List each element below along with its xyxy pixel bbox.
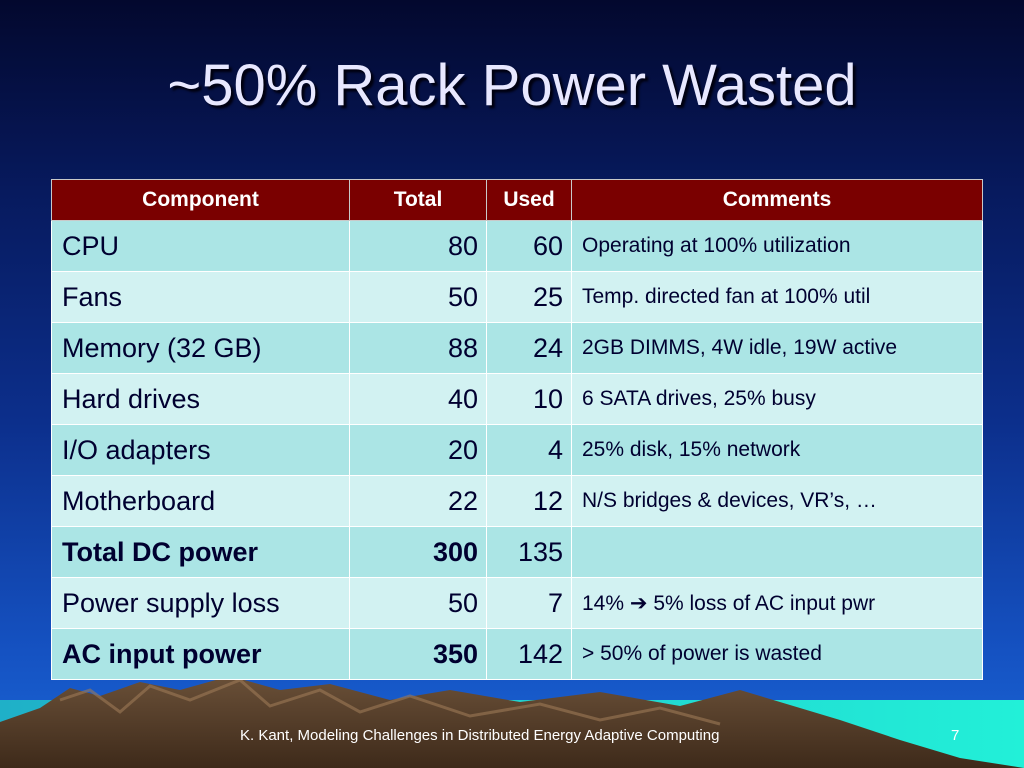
cell-comment: N/S bridges & devices, VR’s, …: [571, 475, 983, 527]
cell-total: 80: [349, 220, 487, 272]
table-row: I/O adapters 20 4 25% disk, 15% network: [51, 424, 983, 476]
cell-used: 25: [486, 271, 572, 323]
table-row: Total DC power 300 135: [51, 526, 983, 578]
column-header-total: Total: [349, 179, 487, 221]
column-header-comments: Comments: [571, 179, 983, 221]
cell-comment: > 50% of power is wasted: [571, 628, 983, 680]
cell-component: Memory (32 GB): [51, 322, 350, 374]
cell-used: 135: [486, 526, 572, 578]
cell-comment: [571, 526, 983, 578]
cell-comment: 2GB DIMMS, 4W idle, 19W active: [571, 322, 983, 374]
cell-comment: Temp. directed fan at 100% util: [571, 271, 983, 323]
power-table: Component Total Used Comments CPU 80 60 …: [51, 179, 983, 680]
mountain-range: [0, 676, 1024, 768]
table-row: Motherboard 22 12 N/S bridges & devices,…: [51, 475, 983, 527]
right-arrow-icon: ➔: [629, 591, 648, 615]
cell-used: 10: [486, 373, 572, 425]
cell-component: I/O adapters: [51, 424, 350, 476]
column-header-used: Used: [486, 179, 572, 221]
cell-total: 20: [349, 424, 487, 476]
cell-comment: 14% ➔ 5% loss of AC input pwr: [571, 577, 983, 629]
table-row: CPU 80 60 Operating at 100% utilization: [51, 220, 983, 272]
table-row: Hard drives 40 10 6 SATA drives, 25% bus…: [51, 373, 983, 425]
cell-total: 22: [349, 475, 487, 527]
table-row: Fans 50 25 Temp. directed fan at 100% ut…: [51, 271, 983, 323]
footer-citation: K. Kant, Modeling Challenges in Distribu…: [240, 727, 720, 744]
comment-suffix: 5% loss of AC input pwr: [653, 591, 876, 615]
cell-used: 7: [486, 577, 572, 629]
cell-used: 24: [486, 322, 572, 374]
cell-total: 50: [349, 271, 487, 323]
cell-component: Motherboard: [51, 475, 350, 527]
cell-comment: 6 SATA drives, 25% busy: [571, 373, 983, 425]
mountain-highlight: [59, 678, 721, 726]
cell-used: 142: [486, 628, 572, 680]
table-row: Power supply loss 50 7 14% ➔ 5% loss of …: [51, 577, 983, 629]
cell-used: 4: [486, 424, 572, 476]
comment-prefix: 14%: [582, 591, 625, 615]
page-number: 7: [951, 727, 960, 744]
cell-component: Hard drives: [51, 373, 350, 425]
cell-total: 40: [349, 373, 487, 425]
column-header-component: Component: [51, 179, 350, 221]
cell-total: 50: [349, 577, 487, 629]
cell-used: 12: [486, 475, 572, 527]
cell-component: CPU: [51, 220, 350, 272]
slide-title: ~50% Rack Power Wasted: [167, 53, 857, 118]
cell-comment: 25% disk, 15% network: [571, 424, 983, 476]
table-row: AC input power 350 142 > 50% of power is…: [51, 628, 983, 680]
cell-component: Total DC power: [51, 526, 350, 578]
cell-comment: Operating at 100% utilization: [571, 220, 983, 272]
table-header-row: Component Total Used Comments: [51, 179, 983, 221]
cell-total: 300: [349, 526, 487, 578]
table-row: Memory (32 GB) 88 24 2GB DIMMS, 4W idle,…: [51, 322, 983, 374]
cell-component: AC input power: [51, 628, 350, 680]
cell-total: 88: [349, 322, 487, 374]
cell-used: 60: [486, 220, 572, 272]
cell-total: 350: [349, 628, 487, 680]
cell-component: Power supply loss: [51, 577, 350, 629]
cell-component: Fans: [51, 271, 350, 323]
